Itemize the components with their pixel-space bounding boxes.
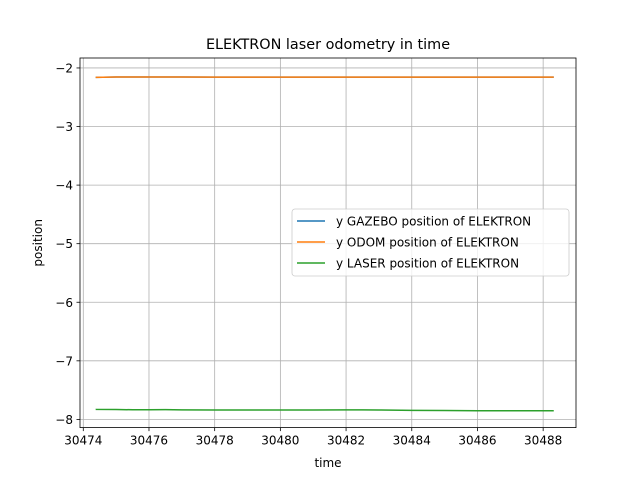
x-tick-label: 30476: [130, 434, 168, 448]
x-tick-label: 30488: [524, 434, 562, 448]
x-tick-label: 30474: [64, 434, 102, 448]
series-lines: [95, 76, 554, 412]
chart-title: ELEKTRON laser odometry in time: [206, 37, 450, 53]
x-tick-label: 30478: [196, 434, 234, 448]
y-tick-label: −2: [55, 61, 73, 75]
y-tick-label: −4: [55, 179, 73, 193]
x-tick-label: 30484: [393, 434, 431, 448]
x-axis-ticks: 30474 30476 30478 30480 30482 30484 30486 30488: [64, 427, 562, 448]
grid: [80, 58, 576, 428]
legend-label-2: y LASER position of ELEKTRON: [336, 257, 519, 271]
x-axis-label: time: [314, 456, 341, 470]
legend-label-1: y ODOM position of ELEKTRON: [336, 236, 519, 250]
y-tick-label: −3: [55, 120, 73, 134]
y-axis-ticks: −2 −3 −4 −5 −6 −7 −8: [55, 61, 80, 427]
y-axis-label: position: [31, 219, 45, 267]
y-tick-label: −7: [55, 354, 73, 368]
legend-label-0: y GAZEBO position of ELEKTRON: [336, 215, 531, 229]
y-tick-label: −5: [55, 237, 73, 251]
y-tick-label: −8: [55, 413, 73, 427]
legend-box: [291, 208, 570, 277]
legend: y GAZEBO position of ELEKTRON y ODOM posi…: [291, 208, 570, 277]
series-line-2: [95, 408, 554, 412]
x-tick-label: 30480: [261, 434, 299, 448]
y-tick-label: −6: [55, 296, 73, 310]
x-tick-label: 30482: [327, 434, 365, 448]
plot-frame: [79, 57, 577, 429]
x-tick-label: 30486: [458, 434, 496, 448]
